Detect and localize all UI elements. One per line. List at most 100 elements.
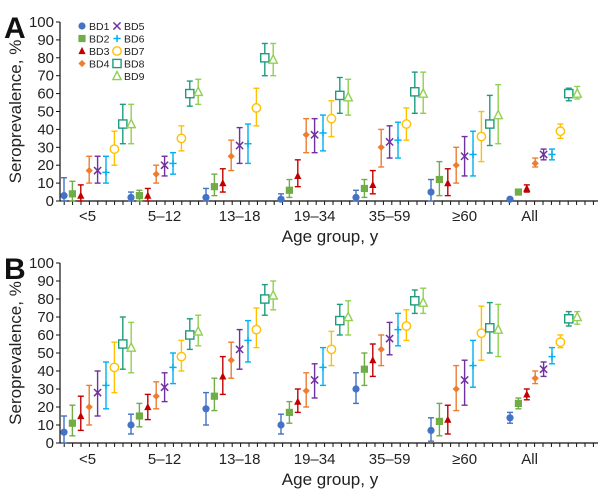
data-point bbox=[235, 141, 244, 150]
data-point bbox=[427, 426, 435, 434]
x-category-label: 35–59 bbox=[369, 451, 411, 468]
data-point bbox=[335, 315, 345, 326]
data-point bbox=[93, 388, 102, 397]
data-point bbox=[277, 421, 285, 429]
data-point bbox=[514, 188, 522, 196]
y-axis-title: Seroprevalence, % bbox=[6, 40, 25, 184]
x-axis-title: Age group, y bbox=[282, 470, 379, 489]
legend-marker bbox=[78, 22, 86, 30]
data-point-stroke bbox=[235, 345, 244, 354]
y-tick-label: 50 bbox=[37, 345, 54, 362]
x-category-label: 19–34 bbox=[294, 208, 336, 225]
data-point bbox=[302, 131, 310, 139]
data-point bbox=[127, 421, 135, 429]
data-point bbox=[310, 130, 319, 139]
data-point bbox=[485, 119, 495, 129]
data-point bbox=[571, 87, 583, 98]
data-point bbox=[102, 168, 110, 176]
legend-marker bbox=[78, 59, 86, 68]
data-point bbox=[485, 323, 495, 333]
data-point bbox=[410, 87, 420, 97]
data-point bbox=[285, 408, 293, 416]
data-point bbox=[506, 195, 514, 203]
x-category-label: 13–18 bbox=[219, 451, 261, 468]
y-tick-label: 20 bbox=[37, 157, 54, 174]
y-tick-label: 80 bbox=[37, 50, 54, 67]
data-point bbox=[548, 353, 556, 361]
y-tick-label: 40 bbox=[37, 363, 54, 380]
series-bd7 bbox=[109, 87, 566, 166]
data-point bbox=[460, 152, 469, 161]
x-category-label: <5 bbox=[79, 451, 96, 468]
data-point bbox=[210, 392, 218, 400]
data-point-stroke bbox=[539, 365, 548, 374]
y-tick-label: 70 bbox=[37, 309, 54, 326]
data-point bbox=[244, 140, 252, 148]
y-tick-label: 100 bbox=[29, 14, 54, 31]
x-category-label: 19–34 bbox=[294, 451, 336, 468]
data-point bbox=[210, 183, 218, 191]
series-bd3 bbox=[77, 343, 531, 435]
data-point bbox=[492, 108, 504, 120]
y-tick-label: 70 bbox=[37, 68, 54, 85]
data-point bbox=[319, 129, 327, 137]
data-point bbox=[294, 397, 302, 405]
data-point bbox=[377, 345, 385, 353]
data-point-stroke bbox=[310, 375, 319, 385]
data-point bbox=[352, 385, 360, 393]
data-point bbox=[427, 188, 435, 196]
legend-label: BD8 bbox=[124, 59, 145, 71]
data-point bbox=[555, 126, 566, 137]
series-bd4 bbox=[85, 334, 539, 426]
data-point bbox=[342, 310, 354, 322]
panel-letter: A bbox=[4, 12, 26, 45]
data-point bbox=[77, 191, 85, 199]
data-point bbox=[202, 193, 210, 202]
data-point bbox=[267, 53, 279, 64]
series-bd7 bbox=[109, 305, 566, 394]
data-point bbox=[319, 363, 327, 371]
legend-marker bbox=[78, 34, 86, 43]
data-point bbox=[469, 362, 477, 370]
x-category-label: 35–59 bbox=[369, 208, 411, 225]
data-point bbox=[144, 402, 152, 411]
data-point-stroke bbox=[385, 137, 394, 147]
data-point-stroke bbox=[235, 141, 244, 150]
data-point-stroke bbox=[93, 166, 102, 175]
data-point-stroke bbox=[310, 130, 319, 139]
data-point bbox=[564, 314, 574, 324]
data-point bbox=[244, 336, 252, 344]
legend-label: BD1 bbox=[89, 21, 110, 33]
data-point bbox=[125, 117, 137, 129]
data-point bbox=[127, 193, 135, 202]
data-point bbox=[251, 103, 262, 113]
data-point bbox=[539, 150, 548, 159]
data-point bbox=[539, 365, 548, 374]
y-tick-label: 10 bbox=[37, 175, 54, 192]
data-point bbox=[176, 351, 187, 362]
data-point bbox=[469, 150, 477, 159]
legend-marker bbox=[78, 46, 86, 55]
series-bd8 bbox=[117, 283, 574, 370]
legend-marker bbox=[113, 34, 121, 43]
data-point bbox=[444, 415, 452, 423]
data-point bbox=[267, 289, 279, 300]
y-tick-label: 30 bbox=[37, 381, 54, 398]
data-point bbox=[352, 193, 360, 202]
y-axis-title: Seroprevalence, % bbox=[6, 281, 25, 425]
data-point bbox=[531, 374, 539, 382]
data-point bbox=[202, 405, 210, 413]
data-point bbox=[109, 362, 120, 373]
data-point bbox=[85, 166, 93, 175]
data-point bbox=[109, 144, 120, 154]
y-tick-label: 20 bbox=[37, 399, 54, 416]
legend-label: BD7 bbox=[124, 46, 145, 58]
data-point bbox=[417, 296, 429, 307]
data-point bbox=[169, 159, 177, 168]
series-bd5 bbox=[93, 321, 548, 417]
data-point bbox=[251, 324, 262, 335]
data-point bbox=[160, 161, 169, 170]
y-tick-label: 0 bbox=[46, 435, 54, 452]
